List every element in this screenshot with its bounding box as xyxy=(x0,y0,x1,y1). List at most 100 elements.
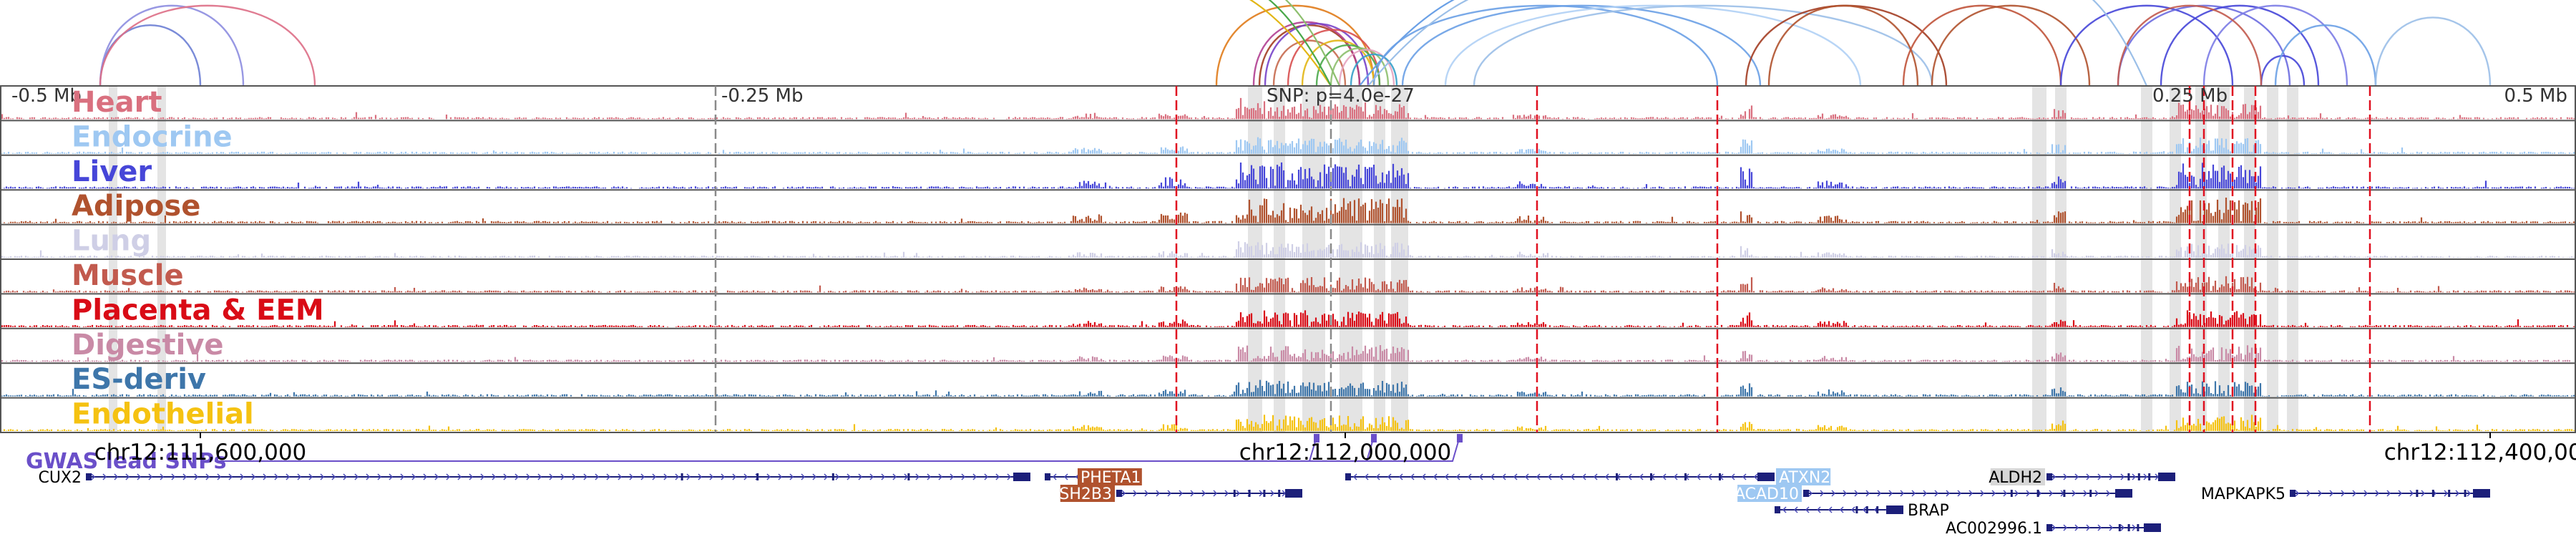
exon xyxy=(2158,473,2175,481)
track-label: Adipose xyxy=(72,190,200,223)
track-labels: -0.5 Mb -0.25 Mb 0.25 Mb 0.5 Mb SNP: p=4.0e-… xyxy=(11,85,2567,431)
gene-label-highlight xyxy=(1078,468,1142,485)
loop-arc xyxy=(1272,39,1347,87)
track-signal xyxy=(0,97,2575,120)
gene-sh2b3: SH2B3 xyxy=(1059,485,1302,503)
exon xyxy=(2146,524,2149,531)
track-signal xyxy=(0,137,2575,154)
exon xyxy=(907,473,910,480)
exon xyxy=(2148,473,2151,480)
loop-arc xyxy=(1444,4,1862,87)
exon xyxy=(2290,490,2296,497)
track-label: Heart xyxy=(72,86,162,119)
exon xyxy=(2010,490,2013,497)
loop-arc xyxy=(2059,4,2234,87)
exon xyxy=(2448,490,2451,497)
gene-label: ACAD10 xyxy=(1735,485,1799,503)
loop-arc-long xyxy=(2092,0,2148,87)
gene-label-highlight xyxy=(1060,485,1115,502)
exon xyxy=(1757,473,1775,481)
gwas-snp-marker xyxy=(1457,434,1463,442)
loop-arc-long xyxy=(1284,0,1341,87)
gwas-snp-marker xyxy=(1314,434,1319,442)
exon xyxy=(2127,524,2130,531)
exon xyxy=(1865,506,1868,513)
exon xyxy=(1248,490,1251,497)
exon xyxy=(1013,473,1030,481)
loop-arc xyxy=(2117,4,2263,87)
gene-label: AC002996.1 xyxy=(1946,520,2042,537)
gwas-connector xyxy=(215,436,1460,462)
exon xyxy=(1886,505,1903,514)
exon xyxy=(2115,489,2132,498)
loop-arc xyxy=(2202,4,2348,87)
gene-label: ALDH2 xyxy=(1989,469,2042,487)
loop-arc-long xyxy=(1359,0,1455,87)
exon xyxy=(1775,506,1780,513)
exon xyxy=(2431,490,2434,497)
gwas-connector xyxy=(215,436,1317,462)
track-placenta-eem xyxy=(0,293,2576,327)
track-signal xyxy=(0,198,2575,223)
exon xyxy=(1650,473,1652,480)
loop-arc xyxy=(2160,4,2320,87)
exon xyxy=(2464,490,2467,497)
exon xyxy=(1803,490,1809,497)
loop-arc xyxy=(1252,21,1361,87)
track-endocrine xyxy=(0,120,2576,154)
strand-arrows xyxy=(1808,490,2122,497)
loop-arc xyxy=(1338,49,1395,87)
strand-arrows xyxy=(2295,490,2483,497)
exon xyxy=(1886,506,1889,513)
gene-pheta1: PHETA1 xyxy=(1045,468,1142,487)
marker-lines xyxy=(714,86,2371,432)
loop-arc xyxy=(99,4,245,87)
track-signal xyxy=(0,415,2575,431)
axis-tick-label: chr12:112,000,000 xyxy=(1239,440,1452,465)
track-heart xyxy=(0,85,2576,120)
strand-arrows xyxy=(2051,473,2160,480)
loop-arc xyxy=(1330,47,1390,87)
track-signal xyxy=(0,379,2575,397)
exon xyxy=(1684,473,1687,480)
gene-atxn2: ATXN2 xyxy=(1345,468,1830,487)
gene-label: MAPKAPK5 xyxy=(2201,485,2285,503)
gene-label: ATXN2 xyxy=(1779,469,1830,487)
track-label: Endothelial xyxy=(72,398,254,431)
track-signal xyxy=(3,276,2575,293)
loop-arc xyxy=(1473,4,1933,87)
loop-arc-long xyxy=(1367,0,1469,87)
strand-arrows xyxy=(1121,490,1287,497)
loop-arc xyxy=(1401,4,1762,87)
exon xyxy=(2416,490,2419,497)
scale-label: 0.25 Mb xyxy=(2152,85,2228,107)
gene-brap: BRAP xyxy=(1775,502,1949,520)
loop-arc xyxy=(1287,29,1381,87)
chromatin-loops xyxy=(99,0,2492,87)
track-label: Endocrine xyxy=(72,120,233,153)
exon xyxy=(2089,490,2092,497)
exon xyxy=(1876,506,1879,513)
loop-arc xyxy=(1902,4,2062,87)
exon xyxy=(756,473,759,480)
exon xyxy=(86,473,92,480)
track-liver xyxy=(0,154,2576,189)
track-endothelial xyxy=(0,397,2576,431)
track-signal xyxy=(0,162,2575,189)
exon xyxy=(2036,490,2039,497)
gene-aldh2: ALDH2 xyxy=(1989,468,2175,487)
exon xyxy=(1263,490,1266,497)
loop-arc-long xyxy=(1268,0,1332,87)
exon xyxy=(1045,473,1050,480)
gene-label: BRAP xyxy=(1908,502,1949,520)
track-lung xyxy=(0,223,2576,258)
loop-arc xyxy=(2374,16,2492,87)
gwas-lead-snps: GWAS lead SNPs xyxy=(26,434,1463,474)
exon xyxy=(831,473,834,480)
gwas-snp-marker xyxy=(1371,434,1377,442)
scale-label: 0.5 Mb xyxy=(2504,85,2567,107)
exon xyxy=(2046,524,2052,531)
exon xyxy=(2137,524,2140,531)
exon xyxy=(1855,506,1858,513)
